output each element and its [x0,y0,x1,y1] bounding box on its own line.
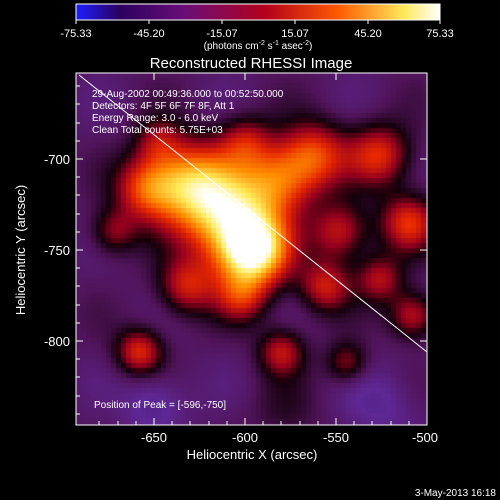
colorbar [75,3,441,21]
plot-frame [75,72,428,426]
colorbar-tick-label: 75.33 [426,28,454,40]
x-tick-label: -500 [412,430,438,445]
x-tick-label: -650 [141,430,167,445]
colorbar-tick-label: -45.20 [133,28,164,40]
colorbar-tick-label: 15.07 [281,28,309,40]
info-detectors: Detectors: 4F 5F 6F 7F 8F, Att 1 [92,101,235,112]
footer-date: 3-May-2013 16:18 [415,488,497,499]
info-time-range: 29-Aug-2002 00:49:36.000 to 00:52:50.000 [92,89,284,100]
colorbar-tick-label: 45.20 [354,28,382,40]
y-tick-label: -700 [44,152,70,167]
info-clean-counts: Clean Total counts: 5.75E+03 [92,125,223,136]
colorbar-ticks [75,20,441,24]
x-axis-ticks [98,73,410,425]
colorbar-tick-label: -75.33 [60,28,91,40]
peak-position-label: Position of Peak = [-596,-750] [94,400,226,411]
y-tick-label: -800 [44,334,70,349]
colorbar-unit-label: (photons cm-2 s-1 asec-2) [204,40,313,52]
info-energy-range: Energy Range: 3.0 - 6.0 keV [92,113,219,124]
x-tick-label: -550 [323,430,349,445]
rhessi-image [76,73,427,425]
colorbar-tick-label: -15.07 [206,28,237,40]
y-axis-label: Heliocentric Y (arcsec) [13,185,28,315]
y-axis-ticks [76,85,427,415]
plot-title: Reconstructed RHESSI Image [150,55,353,72]
solar-limb-line [78,74,428,353]
y-tick-label: -750 [44,243,70,258]
x-axis-label: Heliocentric X (arcsec) [187,447,318,462]
x-tick-label: -600 [232,430,258,445]
